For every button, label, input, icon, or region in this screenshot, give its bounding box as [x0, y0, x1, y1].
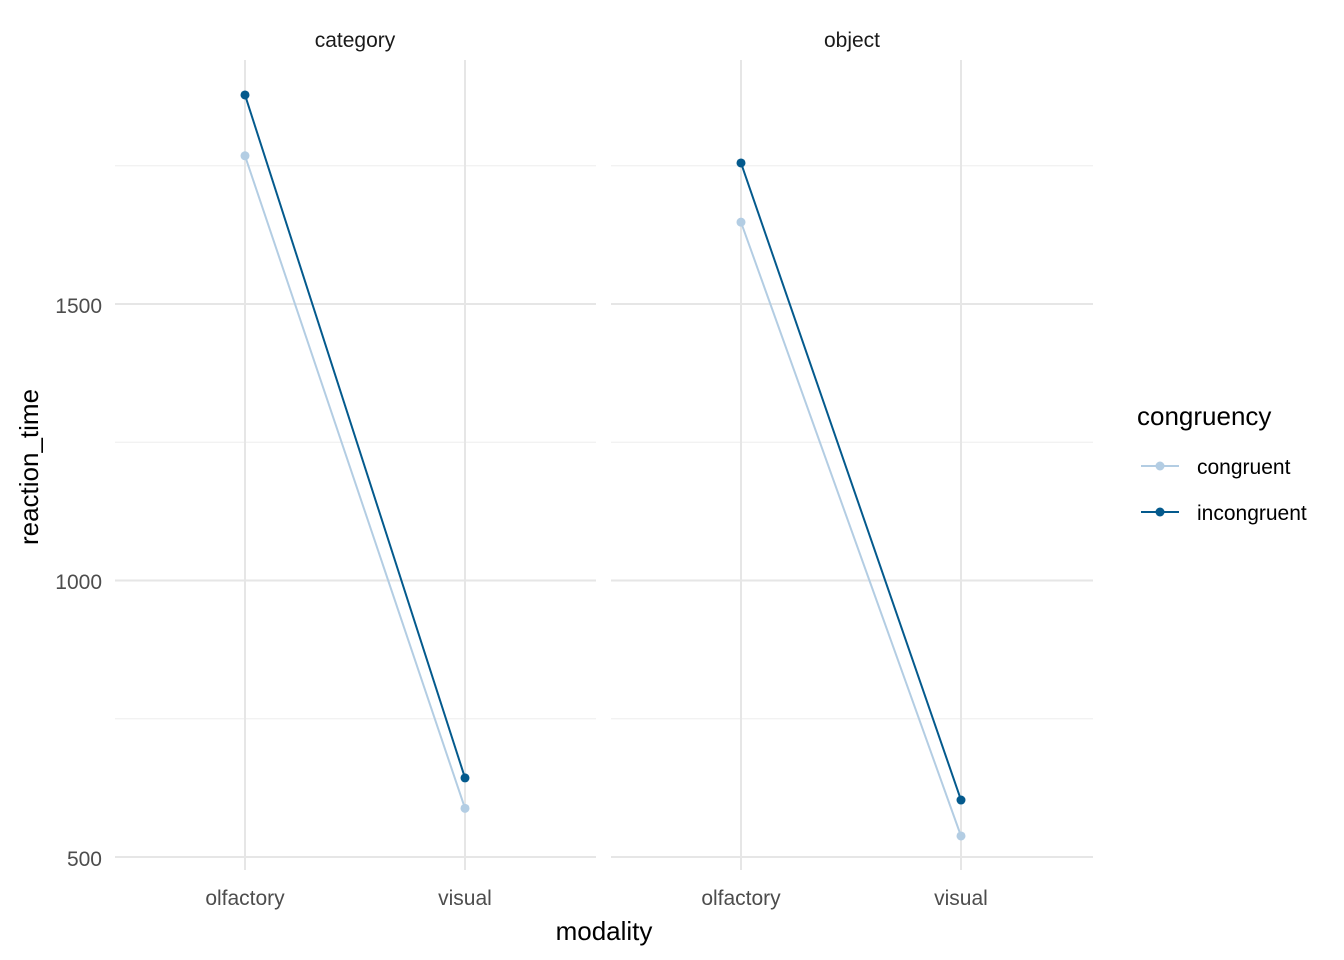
y-tick-label: 1500 [55, 295, 102, 318]
major-gridlines [611, 60, 1093, 870]
x-axis-tick-labels: olfactory visual olfactory visual [205, 887, 988, 910]
x-axis-title: modality [556, 916, 653, 946]
facet-strip-label: category [315, 29, 396, 52]
data-point-congruent-olfactory [240, 151, 250, 161]
legend: congruency congruent incongruent [1137, 401, 1307, 525]
y-tick-label: 500 [67, 848, 102, 871]
panel-object: object [611, 29, 1093, 870]
data-point-incongruent-olfactory [736, 158, 746, 168]
major-gridlines [115, 60, 596, 870]
series-line-congruent [244, 155, 466, 809]
data-point-incongruent-olfactory [240, 90, 250, 100]
legend-label: congruent [1197, 456, 1291, 479]
series-line-incongruent [244, 94, 466, 779]
data-point-incongruent-visual [956, 795, 966, 805]
series-layer [736, 158, 966, 841]
minor-gridlines [611, 165, 1093, 720]
panel-category: category [115, 29, 596, 870]
data-point-congruent-visual [460, 803, 470, 813]
x-tick-label: olfactory [205, 887, 285, 910]
series-layer [240, 90, 470, 813]
y-axis-tick-labels: 500 1000 1500 [55, 295, 102, 871]
legend-title: congruency [1137, 401, 1271, 431]
legend-key-point [1155, 507, 1165, 517]
legend-item-congruent: congruent [1141, 456, 1291, 479]
x-tick-label: visual [934, 887, 988, 910]
series-line-incongruent [740, 162, 962, 801]
legend-key-point [1155, 461, 1165, 471]
y-tick-label: 1000 [55, 571, 102, 594]
data-point-incongruent-visual [460, 773, 470, 783]
data-point-congruent-olfactory [736, 217, 746, 227]
y-axis-title: reaction_time [14, 389, 44, 545]
legend-label: incongruent [1197, 502, 1307, 525]
x-tick-label: olfactory [701, 887, 781, 910]
x-tick-label: visual [438, 887, 492, 910]
data-point-congruent-visual [956, 831, 966, 841]
minor-gridlines [115, 165, 596, 720]
series-line-congruent [740, 221, 962, 837]
legend-item-incongruent: incongruent [1141, 502, 1307, 525]
facet-strip-label: object [824, 29, 880, 52]
